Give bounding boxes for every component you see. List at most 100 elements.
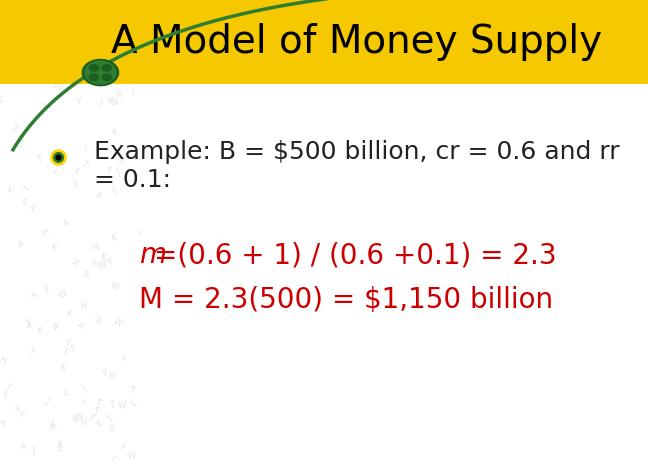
Text: L: L [64,388,68,397]
Text: W: W [128,452,136,461]
Text: L: L [0,95,5,105]
Text: T: T [0,421,7,431]
Text: Y: Y [14,240,23,250]
Text: J: J [115,168,121,177]
Text: Y: Y [71,415,79,425]
Text: T: T [108,401,114,410]
Text: T: T [89,78,95,88]
Text: m: m [139,241,167,269]
Text: Y: Y [14,405,23,415]
Text: V: V [49,418,58,429]
Text: K: K [98,253,106,263]
Text: K: K [56,158,65,168]
Text: K: K [59,363,65,373]
Text: X: X [36,326,44,336]
Text: J: J [52,164,58,173]
Text: W: W [58,288,70,300]
Text: K: K [137,45,146,56]
Text: X: X [95,418,104,429]
Text: H: H [29,291,37,301]
Text: W: W [32,24,43,35]
Text: K: K [111,233,117,242]
Text: W: W [52,81,64,93]
Text: I: I [82,145,86,154]
Text: =(0.6 + 1) / (0.6 +0.1) = 2.3: =(0.6 + 1) / (0.6 +0.1) = 2.3 [154,241,557,269]
Text: F: F [117,443,126,453]
Text: Y: Y [117,353,126,364]
Point [53,153,64,161]
Point [53,153,64,161]
Text: V: V [5,184,14,195]
Text: J: J [111,185,117,195]
Text: X: X [69,257,79,268]
Text: V: V [104,95,113,105]
Text: F: F [106,166,112,176]
Text: I: I [47,9,54,18]
Text: I: I [80,384,87,393]
Text: = 0.1:: = 0.1: [94,168,171,192]
Text: W: W [112,317,123,329]
Text: X: X [91,258,100,269]
Text: A: A [34,9,42,20]
Text: H: H [79,301,87,311]
Text: A: A [102,10,110,20]
Text: X: X [25,320,32,329]
Text: Y: Y [61,347,69,357]
Text: I: I [52,322,56,331]
Text: I: I [135,229,142,238]
Text: Y: Y [124,45,130,54]
Text: A: A [38,19,47,29]
Text: H: H [0,355,7,366]
Text: F: F [3,391,10,401]
Text: H: H [108,372,114,381]
Text: H: H [41,17,49,27]
Text: F: F [94,407,99,416]
Text: A Model of Money Supply: A Model of Money Supply [111,23,602,61]
Text: T: T [78,159,88,169]
Text: W: W [98,261,108,271]
Text: A: A [109,425,115,434]
Text: I: I [18,240,21,249]
Text: W: W [74,412,84,423]
Text: V: V [113,43,122,54]
Text: I: I [78,398,84,407]
Text: Y: Y [106,257,115,268]
Text: A: A [75,321,85,331]
Text: V: V [76,96,83,106]
Text: T: T [13,74,22,84]
Text: J: J [25,318,31,328]
Text: L: L [57,11,63,21]
Text: J: J [132,87,135,96]
Text: T: T [36,154,44,164]
Circle shape [89,65,98,71]
Text: A: A [62,218,71,229]
Text: Y: Y [64,338,71,348]
Text: L: L [129,399,138,409]
Point [53,153,64,161]
Text: W: W [118,401,128,411]
Text: Example: B = $500 billion, cr = 0.6 and rr: Example: B = $500 billion, cr = 0.6 and … [94,140,619,164]
Text: L: L [17,409,27,419]
FancyBboxPatch shape [0,0,648,84]
Text: V: V [101,368,109,379]
Text: J: J [20,138,23,146]
Text: V: V [115,40,125,51]
Text: F: F [71,179,80,190]
Text: Y: Y [11,41,16,50]
Text: L: L [28,204,37,213]
Text: I: I [111,21,116,30]
Text: H: H [47,422,56,432]
Text: K: K [49,243,57,254]
Text: X: X [41,102,49,112]
Text: T: T [93,397,101,408]
Text: W: W [110,281,120,292]
Text: H: H [113,90,123,101]
Text: X: X [72,167,80,177]
Circle shape [89,74,98,80]
Text: H: H [40,227,51,237]
Text: L: L [21,183,30,192]
Text: W: W [110,98,119,109]
Text: V: V [21,62,29,73]
Text: J: J [5,382,12,391]
Text: J: J [31,446,34,455]
